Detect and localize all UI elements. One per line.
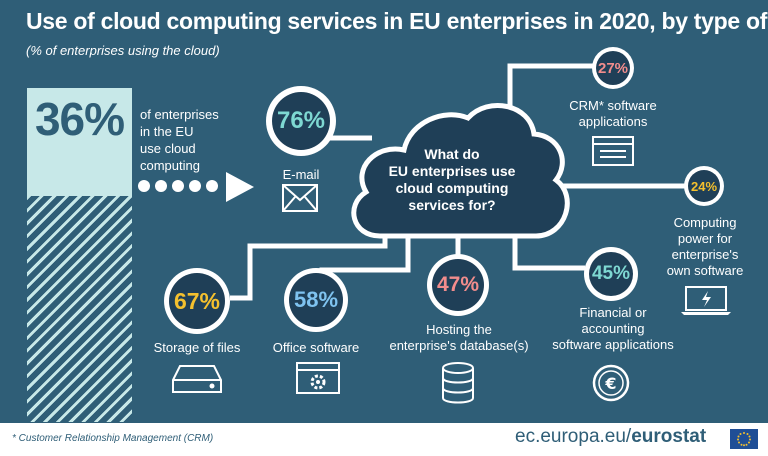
office-circle: 58% [284, 268, 348, 332]
headline-value: 36% [34, 93, 125, 145]
hard-drive-icon [172, 365, 222, 393]
email-value: 76% [272, 92, 330, 150]
storage-label: Storage of files [153, 340, 241, 355]
laptop-power-icon [681, 286, 731, 315]
email-circle: 76% [266, 86, 336, 156]
svg-text:€: € [604, 374, 616, 393]
crm-label: CRM* software applications [569, 98, 657, 129]
database-icon [442, 362, 474, 404]
computing-value: 24% [688, 170, 720, 202]
page-title: Use of cloud computing services in EU en… [26, 8, 768, 34]
financial-value: 45% [589, 252, 633, 296]
office-value: 58% [289, 273, 343, 327]
page-subtitle: (% of enterprises using the cloud) [26, 43, 220, 58]
settings-window-icon [296, 362, 340, 394]
headline-hatch [27, 196, 132, 422]
financial-label: Financial or accounting software applica… [552, 305, 674, 352]
storage-circle: 67% [164, 268, 230, 334]
computing-circle: 24% [684, 166, 724, 206]
source-url: ec.europa.eu/eurostat [515, 426, 707, 447]
crm-value: 27% [596, 51, 630, 85]
headline-text: of enterprises in the EU use cloud compu… [140, 107, 219, 173]
footer-bar [0, 423, 768, 456]
financial-circle: 45% [584, 247, 638, 301]
crm-circle: 27% [592, 47, 634, 89]
footnote: * Customer Relationship Management (CRM) [12, 433, 214, 444]
cloud-question: What do EU enterprises use cloud computi… [388, 146, 516, 213]
eu-flag-icon [730, 429, 758, 449]
envelope-icon [282, 184, 318, 212]
browser-window-icon [592, 136, 634, 166]
hosting-label: Hosting the enterprise's database(s) [389, 322, 529, 353]
computing-label: Computing power for enterprise's own sof… [666, 215, 744, 278]
euro-icon: € [592, 364, 630, 402]
hosting-circle: 47% [427, 254, 489, 316]
headline-box [27, 88, 132, 196]
email-label: E-mail [282, 167, 320, 182]
office-label: Office software [272, 340, 360, 355]
cloud-shape [351, 103, 570, 239]
hosting-value: 47% [432, 259, 484, 311]
storage-value: 67% [169, 273, 225, 329]
